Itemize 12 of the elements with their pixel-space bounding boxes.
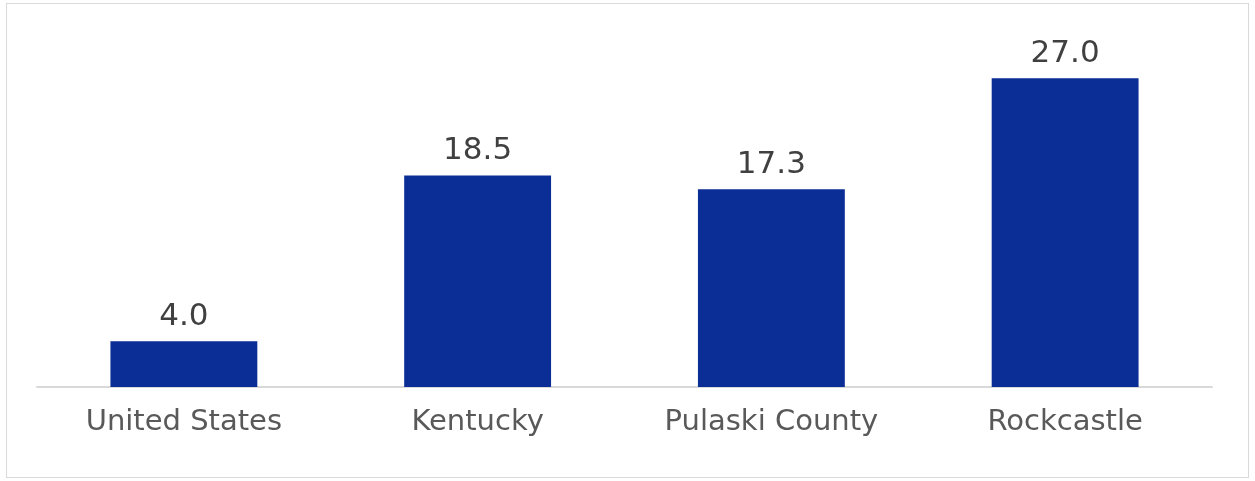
x-tick-label: United States bbox=[85, 402, 283, 437]
x-tick-label: Pulaski County bbox=[664, 402, 879, 437]
x-tick-label: Rockcastle bbox=[987, 402, 1143, 437]
data-label: 17.3 bbox=[736, 143, 806, 180]
data-label: 18.5 bbox=[443, 129, 513, 166]
bar bbox=[404, 175, 552, 387]
bar bbox=[991, 78, 1139, 387]
data-label: 4.0 bbox=[159, 295, 209, 332]
data-label: 27.0 bbox=[1030, 32, 1100, 69]
bar bbox=[697, 189, 845, 387]
x-tick-label: Kentucky bbox=[411, 402, 544, 437]
bar bbox=[110, 341, 258, 387]
